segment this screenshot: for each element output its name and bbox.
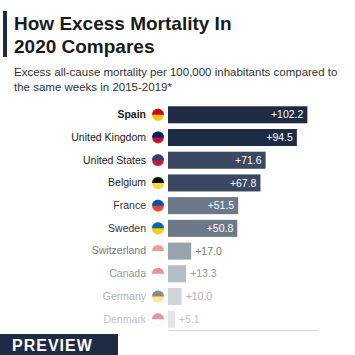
bar: [168, 243, 191, 260]
flag: [152, 290, 164, 302]
title: How Excess Mortality In2020 Compares: [14, 13, 232, 57]
flag-circle: [152, 177, 164, 189]
data-label: +17.0: [195, 245, 222, 257]
x-axis: [169, 330, 319, 331]
flag-circle: [152, 132, 164, 144]
preview-banner: PREVIEW: [0, 334, 118, 355]
flag: [152, 268, 164, 280]
flag: [152, 222, 164, 234]
flag-circle: [152, 154, 164, 166]
title-accent: [3, 11, 7, 57]
category-label: France: [113, 199, 146, 211]
category-label: Spain: [117, 108, 146, 120]
bars: [168, 106, 307, 327]
flag: [152, 177, 164, 189]
data-label: +94.5: [266, 131, 293, 143]
flags: [152, 109, 164, 325]
y-axis-line: [149, 105, 150, 331]
flag-half: [152, 154, 164, 160]
y-tick: United States: [83, 154, 149, 166]
flag-half: [152, 200, 164, 206]
flag-half: [152, 132, 164, 138]
flag-circle: [152, 313, 164, 325]
flag: [152, 132, 164, 144]
y-tick: Switzerland: [92, 244, 149, 256]
data-label: +102.2: [271, 108, 304, 120]
bar: [168, 129, 297, 146]
flag-half: [152, 222, 164, 228]
flag: [152, 109, 164, 121]
data-label: +50.8: [207, 222, 234, 234]
bar: [168, 311, 175, 328]
data-label: +5.1: [179, 313, 200, 325]
flag-circle: [152, 200, 164, 212]
title-line: 2020 Compares: [14, 36, 154, 57]
y-tick: United Kingdom: [71, 131, 149, 143]
data-label: +10.0: [186, 290, 213, 302]
banner-background: [0, 334, 118, 355]
category-label: United Kingdom: [71, 131, 146, 143]
flag-circle: [152, 268, 164, 280]
category-label: Denmark: [103, 313, 146, 325]
category-label: Germany: [103, 290, 147, 302]
flag-circle: [152, 109, 164, 121]
category-label: Sweden: [108, 222, 146, 234]
data-labels: +102.2 +94.5 +71.6 +67.8 +51.5 +50.8 +17.0 +13.…: [179, 108, 304, 324]
flag-half: [152, 268, 164, 274]
flag-circle: [152, 222, 164, 234]
data-label: +51.5: [208, 199, 235, 211]
banner-text: PREVIEW: [12, 337, 93, 354]
data-label: +67.8: [230, 177, 257, 189]
flag-circle: [152, 245, 164, 257]
data-label: +13.3: [190, 267, 217, 279]
data-label: +71.6: [235, 154, 262, 166]
y-tick: Canada: [109, 267, 149, 279]
flag: [152, 154, 164, 166]
y-tick: Spain: [117, 108, 149, 120]
y-tick: Germany: [103, 290, 149, 302]
flag: [152, 245, 164, 257]
bar: [168, 288, 182, 305]
flag-circle: [152, 290, 164, 302]
y-tick: Denmark: [103, 313, 149, 325]
flag-half: [152, 177, 164, 183]
subtitle: Excess all-cause mortality per 100,000 i…: [14, 66, 337, 93]
bar: [168, 152, 266, 169]
x-axis-line: [169, 330, 319, 331]
y-axis: Spain United Kingdom United States Belgium F…: [71, 105, 149, 331]
flag: [152, 313, 164, 325]
flag-half: [152, 245, 164, 251]
bar: [168, 220, 237, 237]
category-label: Switzerland: [92, 244, 146, 256]
y-tick: Belgium: [108, 176, 149, 188]
bar: [168, 106, 307, 123]
y-tick: France: [113, 199, 149, 211]
category-label: Canada: [109, 267, 146, 279]
flag-half: [152, 313, 164, 319]
flag-half: [152, 290, 164, 296]
y-tick: Sweden: [108, 222, 149, 234]
flag: [152, 200, 164, 212]
category-label: Belgium: [108, 176, 146, 188]
subtitle-line: Excess all-cause mortality per 100,000 i…: [14, 66, 337, 78]
bar: [168, 197, 238, 214]
background: [0, 0, 355, 355]
bar: [168, 174, 260, 191]
subtitle-line: the same weeks in 2015-2019*: [14, 81, 172, 93]
category-label: United States: [83, 154, 146, 166]
flag-half: [152, 109, 164, 115]
title-line: How Excess Mortality In: [14, 13, 232, 34]
chart: How Excess Mortality In2020 Compares Exce…: [0, 0, 355, 355]
bar: [168, 265, 186, 282]
